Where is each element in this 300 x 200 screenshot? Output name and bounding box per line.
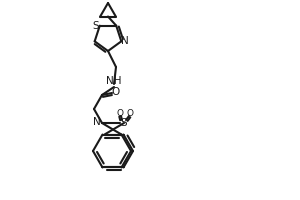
Text: NH: NH bbox=[106, 76, 122, 86]
Text: O: O bbox=[112, 87, 120, 97]
Text: O: O bbox=[116, 108, 124, 117]
Text: S: S bbox=[121, 118, 127, 128]
Text: S: S bbox=[92, 21, 99, 31]
Text: N: N bbox=[122, 36, 129, 46]
Text: N: N bbox=[93, 117, 101, 127]
Text: O: O bbox=[127, 108, 134, 117]
